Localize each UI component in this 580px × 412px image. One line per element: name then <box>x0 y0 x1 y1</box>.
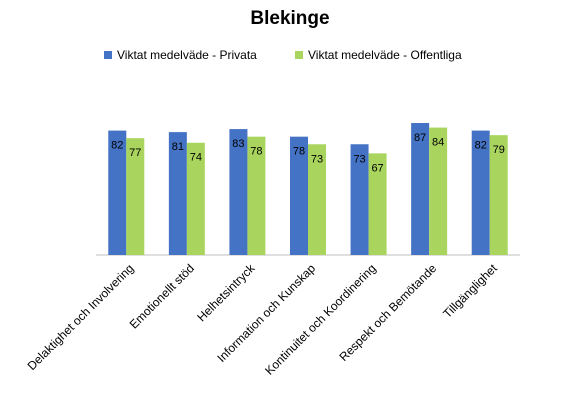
legend-swatch-privata <box>104 51 112 59</box>
bar-privata-4 <box>350 144 369 255</box>
data-label-offentliga-6: 79 <box>493 144 505 156</box>
legend: Viktat medelväde - Privata Viktat medelv… <box>0 48 580 66</box>
data-label-offentliga-2: 78 <box>250 146 262 158</box>
data-label-offentliga-5: 84 <box>432 137 444 149</box>
bar-offentliga-0 <box>126 138 145 255</box>
bar-offentliga-5 <box>429 127 448 255</box>
category-label-0: Delaktighet och Involvering <box>25 261 137 373</box>
category-label-2: Helhetsintryck <box>194 261 258 325</box>
bar-offentliga-4 <box>368 153 387 255</box>
bar-offentliga-6 <box>489 135 508 255</box>
category-label-1: Emotionellt stöd <box>127 261 197 331</box>
data-label-offentliga-4: 67 <box>371 162 383 174</box>
category-label-3: Information och Kunskap <box>214 261 318 365</box>
bar-privata-0 <box>108 130 127 255</box>
chart-title: Blekinge <box>250 8 330 29</box>
data-label-privata-3: 78 <box>293 146 305 158</box>
legend-swatch-offentliga <box>295 51 303 59</box>
bar-privata-6 <box>471 130 490 255</box>
bar-offentliga-3 <box>308 144 326 255</box>
legend-label-privata: Viktat medelväde - Privata <box>117 48 257 62</box>
data-label-privata-0: 82 <box>111 140 123 152</box>
bar-privata-5 <box>411 123 430 256</box>
data-label-privata-4: 73 <box>353 153 365 165</box>
bar-offentliga-2 <box>247 136 266 255</box>
data-label-privata-2: 83 <box>232 138 244 150</box>
data-label-offentliga-0: 77 <box>129 147 141 159</box>
data-label-privata-1: 81 <box>172 141 184 153</box>
category-label-6: Tillgänglighet <box>440 261 500 321</box>
bar-privata-1 <box>168 132 187 255</box>
legend-label-offentliga: Viktat medelväde - Offentliga <box>308 48 462 62</box>
bar-privata-3 <box>290 136 308 255</box>
data-label-offentliga-3: 73 <box>311 153 323 165</box>
category-label-5: Respekt och Bemötande <box>336 261 439 364</box>
bar-privata-2 <box>229 129 248 255</box>
data-label-offentliga-1: 74 <box>190 152 202 164</box>
category-label-4: Kontinuitet och Koordinering <box>262 261 379 378</box>
legend-item-offentliga: Viktat medelväde - Offentliga <box>295 48 462 62</box>
data-label-privata-5: 87 <box>414 132 426 144</box>
legend-item-privata: Viktat medelväde - Privata <box>104 48 257 62</box>
bar-offentliga-1 <box>186 142 205 255</box>
data-label-privata-6: 82 <box>475 140 487 152</box>
